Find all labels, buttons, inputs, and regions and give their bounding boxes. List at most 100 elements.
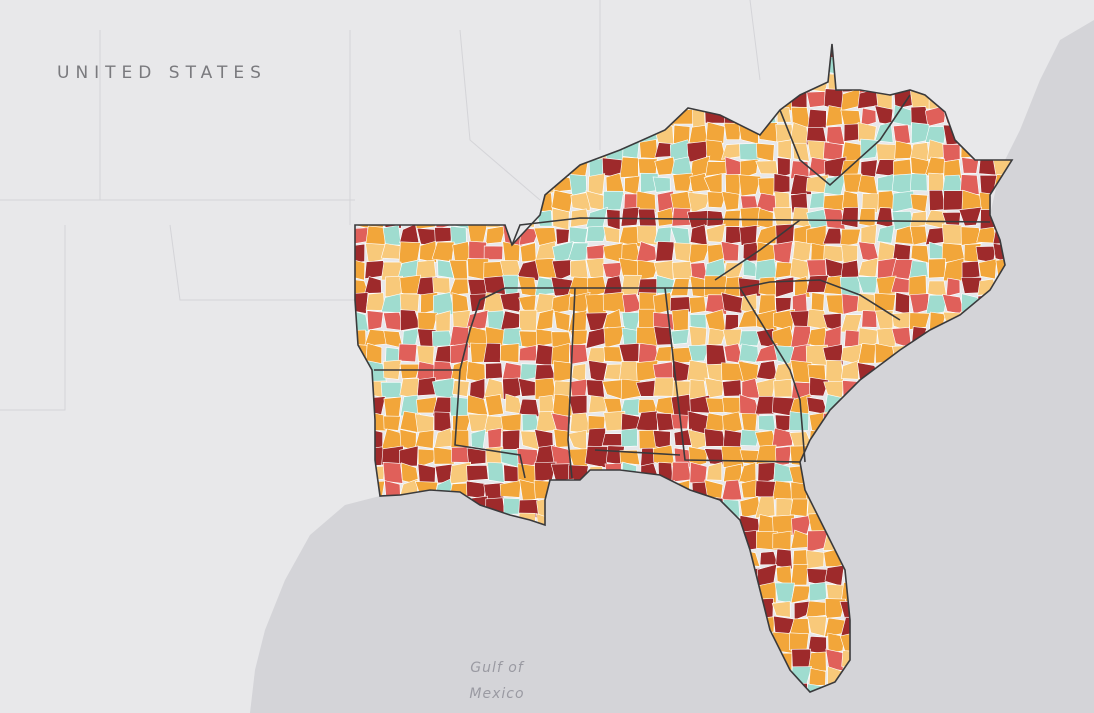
county (399, 293, 420, 313)
county (417, 448, 438, 468)
background-borders (0, 0, 761, 411)
county (432, 377, 455, 399)
county (652, 176, 671, 193)
county (739, 142, 761, 161)
county (451, 446, 470, 463)
county (365, 292, 386, 311)
county (860, 159, 878, 178)
county (366, 310, 384, 331)
county (653, 377, 676, 397)
county (775, 223, 795, 247)
county (705, 121, 726, 144)
county (928, 258, 946, 279)
county (466, 465, 489, 482)
county (553, 310, 571, 332)
county (777, 157, 791, 179)
county (419, 240, 437, 264)
county (553, 360, 572, 383)
county (383, 415, 401, 431)
county (483, 342, 501, 363)
county (860, 107, 877, 128)
state-border (374, 287, 506, 371)
county (655, 241, 675, 262)
county (485, 225, 507, 245)
county (775, 548, 793, 570)
county (399, 410, 421, 433)
border-line (0, 0, 761, 411)
county (484, 394, 504, 417)
county (448, 278, 469, 296)
county (569, 344, 588, 365)
county (689, 379, 707, 400)
county (809, 581, 827, 602)
county (383, 396, 402, 418)
water-label: Mexico (469, 686, 524, 702)
county (671, 308, 689, 331)
county (518, 345, 538, 362)
county (909, 225, 928, 246)
county (738, 174, 762, 197)
county (755, 343, 778, 363)
county (535, 344, 555, 366)
county (806, 550, 825, 569)
county (603, 326, 626, 349)
county (858, 327, 878, 347)
county (671, 461, 692, 483)
county (570, 191, 592, 212)
county (772, 241, 793, 265)
county (434, 227, 453, 243)
county (602, 190, 625, 211)
county (485, 362, 503, 380)
county (924, 126, 947, 144)
county (790, 585, 811, 604)
state-border (454, 369, 526, 479)
county (688, 124, 708, 144)
county (706, 462, 723, 481)
county (721, 479, 743, 501)
county (758, 414, 776, 432)
county (688, 344, 710, 362)
county (857, 343, 876, 364)
county (775, 445, 792, 467)
county (806, 91, 826, 108)
county (653, 326, 673, 346)
county (483, 245, 504, 261)
county (740, 412, 758, 433)
county (793, 600, 812, 621)
county (639, 139, 659, 159)
county (655, 412, 676, 432)
county (452, 380, 470, 397)
county (415, 429, 435, 449)
county (825, 105, 843, 127)
county (568, 173, 587, 196)
county (722, 328, 742, 347)
state-border (664, 287, 801, 463)
county (637, 278, 659, 296)
water-label: Gulf of (470, 660, 525, 676)
county (704, 412, 725, 435)
county (636, 225, 658, 246)
county (894, 291, 910, 315)
county (535, 309, 554, 332)
county (959, 174, 980, 197)
county (861, 193, 881, 214)
county (382, 225, 402, 246)
county (720, 241, 740, 262)
county (707, 327, 727, 347)
county (823, 245, 846, 262)
county (722, 379, 742, 397)
county (619, 156, 639, 178)
county (670, 278, 690, 297)
county (722, 397, 744, 415)
county (892, 124, 911, 145)
county (636, 190, 657, 213)
county (808, 635, 827, 655)
county (841, 244, 858, 264)
county (519, 309, 538, 331)
county (688, 326, 708, 347)
county (857, 174, 878, 196)
county (703, 275, 727, 296)
county (588, 395, 608, 414)
state-border (594, 287, 806, 463)
